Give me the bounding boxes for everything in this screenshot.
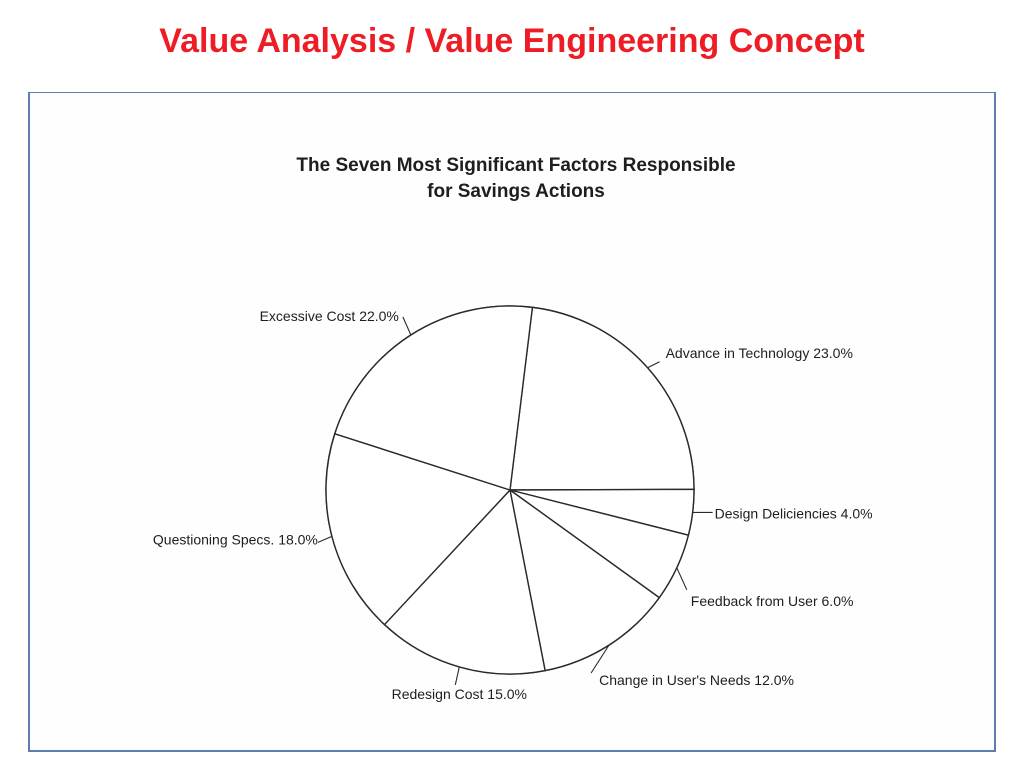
slice-leader-line (647, 361, 660, 369)
slice-label-value: 12.0% (754, 672, 794, 688)
pie-slices (325, 305, 695, 675)
slice-leader-line (590, 644, 610, 674)
slide-title: Value Analysis / Value Engineering Conce… (159, 22, 865, 60)
slice-leader-line (317, 535, 333, 543)
slice-label-value: 4.0% (841, 505, 873, 521)
slice-label: Excessive Cost 22.0% (260, 308, 399, 324)
figure-frame: The Seven Most Significant Factors Respo… (28, 92, 996, 752)
pie-slice (508, 488, 661, 672)
slice-label-name: Questioning Specs. (153, 531, 278, 547)
pie-slice (333, 305, 534, 491)
slice-leader-line (676, 567, 688, 591)
pie-slice (325, 432, 512, 626)
slice-label: Change in User's Needs 12.0% (599, 672, 794, 688)
chart-title-line-2: for Savings Actions (427, 181, 605, 202)
slice-label-value: 15.0% (487, 686, 527, 702)
pie-slice (383, 488, 546, 675)
slice-label-name: Advance in Technology (666, 345, 814, 361)
slice-label: Questioning Specs. 18.0% (153, 531, 318, 547)
slice-label-name: Redesign Cost (392, 686, 488, 702)
slice-leader-line (454, 666, 460, 686)
slice-label-name: Change in User's Needs (599, 672, 754, 688)
slice-leader-line (402, 316, 412, 336)
slice-label-name: Design Deliciencies (715, 505, 841, 521)
pie-labels: Advance in Technology 23.0% Design Delici… (153, 308, 873, 702)
slice-label: Design Deliciencies 4.0% (715, 505, 873, 521)
pie-chart: The Seven Most Significant Factors Respo… (153, 155, 873, 702)
slice-label: Redesign Cost 15.0% (392, 686, 527, 702)
pie-slice (509, 306, 695, 491)
slice-label-value: 18.0% (278, 531, 318, 547)
slice-label: Feedback from User 6.0% (691, 593, 854, 609)
slice-label-name: Feedback from User (691, 593, 822, 609)
slice-label-name: Excessive Cost (260, 308, 360, 324)
slice-label: Advance in Technology 23.0% (666, 345, 853, 361)
slice-label-value: 23.0% (813, 345, 853, 361)
chart-title-line-1: The Seven Most Significant Factors Respo… (296, 155, 735, 176)
slice-label-value: 22.0% (359, 308, 399, 324)
slice-label-value: 6.0% (822, 593, 854, 609)
